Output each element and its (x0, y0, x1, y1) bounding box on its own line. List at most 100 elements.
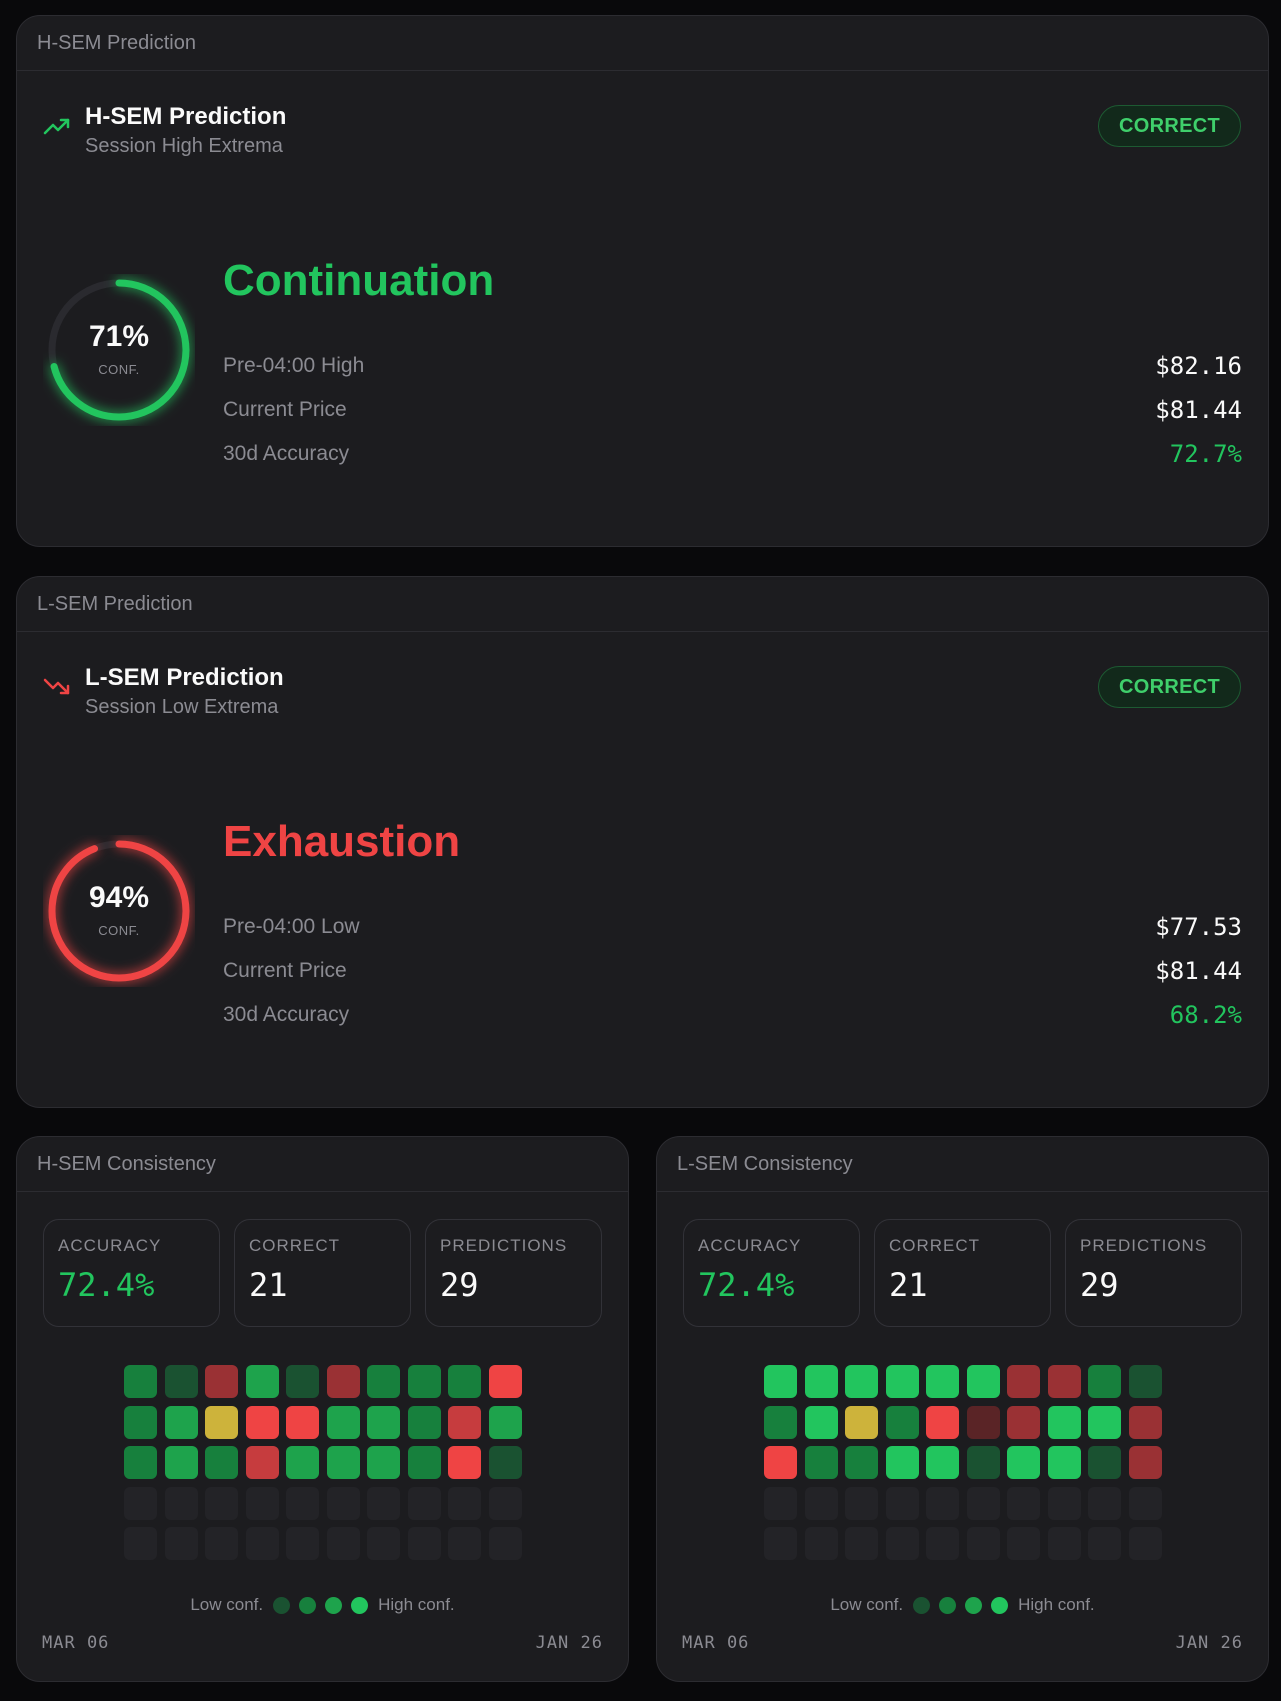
heatmap-cell-empty (926, 1527, 959, 1560)
stat-label: Current Price (223, 959, 347, 982)
heatmap-cell-empty (286, 1486, 319, 1520)
panel-header: H-SEM Prediction (17, 16, 1268, 71)
trending-up-icon (43, 118, 70, 135)
confidence-value: 94% (88, 881, 150, 914)
stat-label: Pre-04:00 Low (223, 915, 360, 938)
heatmap-cell (326, 1446, 360, 1479)
heatmap-cell (367, 1405, 400, 1439)
legend-dots (273, 1596, 369, 1614)
stat-row: Current Price $81.44 (223, 388, 1242, 432)
prediction-stats: Pre-04:00 High $82.16 Current Price $81.… (223, 344, 1242, 476)
stat-value: $77.53 (1155, 913, 1242, 941)
heatmap-cell-empty (205, 1486, 238, 1520)
heatmap-cell-empty (407, 1527, 441, 1560)
correct-kpi: CORRECT 21 (234, 1219, 411, 1327)
heatmap-cell-empty (885, 1527, 919, 1560)
heatmap-cell-empty (885, 1486, 919, 1520)
heatmap-cell-empty (448, 1527, 481, 1560)
heatmap-cell-empty (326, 1527, 360, 1560)
panel-header: L-SEM Prediction (17, 577, 1268, 632)
legend-dot (325, 1596, 343, 1614)
confidence-legend: Low conf. High conf. (657, 1595, 1268, 1615)
heatmap-cell-empty (1047, 1486, 1081, 1520)
heatmap-cell-empty (205, 1527, 238, 1560)
kpi-label: PREDICTIONS (440, 1236, 568, 1255)
legend-dot (913, 1596, 931, 1614)
heatmap-cell (764, 1446, 797, 1479)
heatmap-cell (245, 1365, 279, 1398)
stat-row: Pre-04:00 High $82.16 (223, 344, 1242, 388)
heatmap-cell-empty (367, 1527, 400, 1560)
stat-row: Current Price $81.44 (223, 949, 1242, 993)
heatmap-cell-empty (164, 1486, 198, 1520)
confidence-gauge: 94% CONF. (43, 835, 195, 987)
heatmap-cell (885, 1446, 919, 1479)
heatmap-cell (926, 1446, 959, 1479)
heatmap-cell (845, 1365, 878, 1398)
heatmap-cell (1128, 1446, 1162, 1479)
heatmap-cell (885, 1405, 919, 1439)
kpi-value: 72.4% (58, 1266, 155, 1304)
heatmap-cell (367, 1446, 400, 1479)
heatmap-cell-empty (845, 1527, 878, 1560)
heatmap-cell (845, 1405, 878, 1439)
heatmap-cell (1047, 1446, 1081, 1479)
consistency-heatmap (764, 1365, 1162, 1560)
heatmap-cell-empty (407, 1486, 441, 1520)
heatmap-cell-empty (488, 1486, 522, 1520)
predictions-kpi: PREDICTIONS 29 (425, 1219, 602, 1327)
heatmap-cell (926, 1365, 959, 1398)
heatmap-cell (1128, 1405, 1162, 1439)
heatmap-cell (966, 1405, 1000, 1439)
confidence-label: CONF. (98, 362, 140, 377)
heatmap-cell-empty (804, 1527, 838, 1560)
stat-row: 30d Accuracy 68.2% (223, 993, 1242, 1037)
kpi-label: CORRECT (249, 1236, 341, 1255)
heatmap-cell (488, 1446, 522, 1479)
heatmap-cell-empty (367, 1486, 400, 1520)
stat-row: 30d Accuracy 72.7% (223, 432, 1242, 476)
kpi-row: ACCURACY 72.4% CORRECT 21 PREDICTIONS 29 (43, 1219, 602, 1327)
l-sem-consistency-panel: L-SEM Consistency ACCURACY 72.4% CORRECT… (656, 1136, 1269, 1682)
legend-dot (939, 1596, 957, 1614)
heatmap-cell (124, 1365, 157, 1398)
heatmap-cell (1088, 1446, 1121, 1479)
kpi-label: ACCURACY (698, 1236, 802, 1255)
date-start: MAR 06 (42, 1633, 110, 1653)
kpi-value: 21 (249, 1266, 288, 1304)
heatmap-cell (245, 1446, 279, 1479)
heatmap-cell (407, 1446, 441, 1479)
heatmap-cell (164, 1365, 198, 1398)
heatmap-cell (488, 1365, 522, 1398)
heatmap-cell (164, 1405, 198, 1439)
confidence-value: 71% (88, 320, 150, 353)
heatmap-cell-empty (764, 1527, 797, 1560)
heatmap-cell (205, 1405, 238, 1439)
stat-value: $81.44 (1155, 396, 1242, 424)
legend-high-label: High conf. (1018, 1595, 1095, 1614)
prediction-subtitle: Session Low Extrema (85, 696, 279, 718)
heatmap-cell (407, 1365, 441, 1398)
heatmap-cell-empty (326, 1486, 360, 1520)
legend-dots (913, 1596, 1009, 1614)
prediction-stats: Pre-04:00 Low $77.53 Current Price $81.4… (223, 905, 1242, 1037)
legend-dot (351, 1596, 369, 1614)
l-sem-prediction-panel: L-SEM Prediction L-SEM Prediction Sessio… (16, 576, 1269, 1108)
heatmap-cell (326, 1365, 360, 1398)
heatmap-cell (804, 1405, 838, 1439)
heatmap-cell (1088, 1365, 1121, 1398)
heatmap-cell-empty (286, 1527, 319, 1560)
accuracy-kpi: ACCURACY 72.4% (43, 1219, 220, 1327)
heatmap-cell (286, 1405, 319, 1439)
prediction-verdict: Exhaustion (223, 817, 461, 866)
stat-label: 30d Accuracy (223, 1003, 350, 1026)
legend-low-label: Low conf. (830, 1595, 904, 1614)
legend-dot (273, 1596, 291, 1614)
kpi-label: CORRECT (889, 1236, 981, 1255)
heatmap-cell (966, 1446, 1000, 1479)
heatmap-cell (1007, 1365, 1040, 1398)
heatmap-cell (124, 1446, 157, 1479)
correct-kpi: CORRECT 21 (874, 1219, 1051, 1327)
heatmap-cell-empty (164, 1527, 198, 1560)
status-badge: CORRECT (1098, 666, 1241, 708)
